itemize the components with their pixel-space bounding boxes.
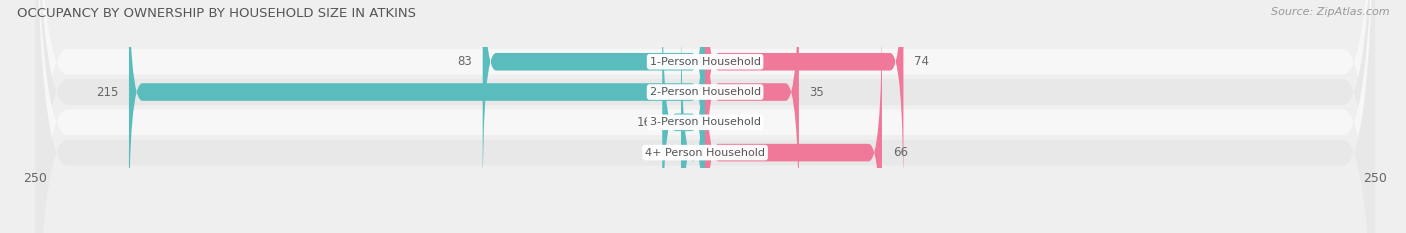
FancyBboxPatch shape (704, 0, 904, 204)
FancyBboxPatch shape (35, 0, 1375, 233)
Text: 0: 0 (716, 116, 723, 129)
Text: 2-Person Household: 2-Person Household (650, 87, 761, 97)
Text: 83: 83 (457, 55, 472, 68)
FancyBboxPatch shape (129, 0, 704, 233)
Text: 35: 35 (810, 86, 824, 99)
Text: 1-Person Household: 1-Person Household (650, 57, 761, 67)
Text: 9: 9 (662, 146, 671, 159)
FancyBboxPatch shape (704, 0, 799, 233)
Text: 66: 66 (893, 146, 908, 159)
FancyBboxPatch shape (681, 10, 704, 233)
FancyBboxPatch shape (35, 0, 1375, 233)
Text: OCCUPANCY BY OWNERSHIP BY HOUSEHOLD SIZE IN ATKINS: OCCUPANCY BY OWNERSHIP BY HOUSEHOLD SIZE… (17, 7, 416, 20)
Text: 3-Person Household: 3-Person Household (650, 117, 761, 127)
FancyBboxPatch shape (662, 0, 704, 233)
FancyBboxPatch shape (482, 0, 704, 204)
Text: 4+ Person Household: 4+ Person Household (645, 148, 765, 158)
FancyBboxPatch shape (704, 10, 882, 233)
FancyBboxPatch shape (35, 0, 1375, 233)
Text: 74: 74 (914, 55, 929, 68)
Text: 215: 215 (96, 86, 118, 99)
Text: 16: 16 (637, 116, 651, 129)
FancyBboxPatch shape (35, 0, 1375, 233)
Text: Source: ZipAtlas.com: Source: ZipAtlas.com (1271, 7, 1389, 17)
